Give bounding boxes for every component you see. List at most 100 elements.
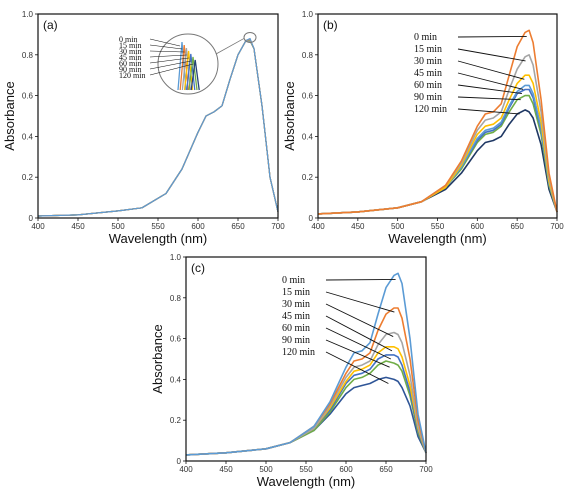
y-axis-title: Absorbance (282, 81, 297, 150)
y-tick-label: 0.2 (170, 416, 182, 425)
legend-label: 15 min (414, 44, 442, 55)
legend-label: 0 min (414, 32, 437, 43)
x-tick-label: 550 (151, 222, 165, 231)
legend-label: 90 min (414, 92, 442, 103)
y-tick-label: 0 (177, 457, 182, 466)
series-line-6 (185, 376, 427, 456)
x-tick-label: 600 (471, 222, 485, 231)
legend-label: 60 min (414, 80, 442, 91)
legend-leader (325, 315, 393, 352)
y-tick-label: 0.6 (170, 335, 182, 344)
legend-leader (457, 84, 523, 95)
legend-label: 120 min (414, 104, 447, 115)
chart-panel-a: 400 450 500 550 600 650 700 0 0.2 0.4 0.6 0.8 1.0 Wav… (2, 10, 285, 246)
x-axis-title: Wavelength (nm) (388, 231, 487, 246)
zoom-peak-6 (190, 59, 200, 91)
zoom-peak-5 (188, 56, 198, 91)
y-tick-label: 1.0 (170, 253, 182, 262)
legend-leader (457, 60, 525, 80)
y-axis-title: Absorbance (150, 324, 165, 393)
x-axis-title: Wavelength (nm) (257, 474, 356, 489)
legend-leader (457, 108, 520, 115)
legend-leader (325, 278, 396, 281)
x-tick-label: 400 (31, 222, 45, 231)
y-tick-label: 0 (309, 214, 314, 223)
chart-panel-b: 400 450 500 550 600 650 700 0 0.2 0.4 0.6 0.8 1.0 Wav… (282, 10, 564, 246)
zoom-connector (215, 38, 245, 55)
y-tick-label: 0.8 (170, 294, 182, 303)
x-tick-label: 500 (111, 222, 125, 231)
x-tick-label: 400 (311, 222, 325, 231)
legend-label: 15 min (119, 41, 141, 50)
panel-label: (b) (323, 18, 338, 32)
chart-panel-c: 400 450 500 550 600 650 700 0 0.2 0.4 0.6 0.8 1.0 Wav… (150, 253, 433, 489)
zoom-peak-3 (183, 50, 194, 91)
zoom-peak-4 (186, 53, 196, 91)
series-line-5 (185, 360, 427, 456)
legend-label: 45 min (282, 311, 310, 322)
y-tick-label: 0 (29, 214, 34, 223)
legend-label: 0 min (119, 35, 137, 44)
legend-label: 30 min (282, 299, 310, 310)
legend-leader (325, 303, 394, 337)
y-tick-label: 0.2 (22, 173, 34, 182)
y-tick-label: 0.8 (302, 51, 314, 60)
legend-label: 30 min (414, 56, 442, 67)
x-axis-title: Wavelength (nm) (109, 231, 208, 246)
legend-leader (149, 54, 187, 58)
zoom-peak-0 (177, 41, 187, 91)
legend-leader (325, 291, 395, 313)
series-line-4 (185, 354, 427, 456)
x-tick-label: 550 (431, 222, 445, 231)
legend-label: 15 min (282, 287, 310, 298)
legend-leader (457, 96, 521, 101)
y-tick-label: 0.6 (302, 92, 314, 101)
x-tick-label: 700 (419, 465, 433, 474)
y-tick-label: 0.8 (22, 51, 34, 60)
legend-label: 0 min (282, 275, 305, 286)
x-tick-label: 550 (299, 465, 313, 474)
zoom-peak-2 (181, 47, 192, 91)
y-tick-label: 0.2 (302, 173, 314, 182)
y-tick-label: 0.4 (302, 132, 314, 141)
x-tick-label: 450 (351, 222, 365, 231)
legend-leader (457, 48, 526, 62)
panel-label: (a) (43, 18, 58, 32)
x-tick-label: 650 (379, 465, 393, 474)
legend-label: 120 min (282, 347, 315, 358)
legend-label: 120 min (119, 71, 145, 80)
legend-leader (457, 35, 527, 38)
y-tick-label: 0.6 (22, 92, 34, 101)
series-line-0 (37, 37, 279, 217)
series-line-0 (317, 29, 558, 215)
x-tick-label: 600 (339, 465, 353, 474)
legend-label: 60 min (119, 59, 141, 68)
legend-leader (149, 60, 192, 70)
legend-label: 45 min (414, 68, 442, 79)
legend-leader (149, 38, 181, 47)
x-tick-label: 650 (510, 222, 524, 231)
legend-label: 30 min (119, 47, 141, 56)
legend-label: 90 min (282, 335, 310, 346)
legend-leader (149, 57, 189, 64)
legend-leader (325, 339, 390, 368)
plot-frame (37, 13, 279, 219)
x-tick-label: 700 (271, 222, 285, 231)
series-line-3 (185, 346, 427, 456)
y-axis-title: Absorbance (2, 81, 17, 150)
x-tick-label: 700 (550, 222, 564, 231)
y-tick-label: 1.0 (302, 10, 314, 19)
y-tick-label: 0.4 (170, 375, 182, 384)
legend-leader (325, 351, 389, 384)
legend-leader (149, 50, 185, 53)
legend-leader (149, 44, 183, 50)
zoom-peak-1 (179, 44, 189, 91)
series-line-6 (317, 109, 558, 215)
legend-label: 60 min (282, 323, 310, 334)
legend-label: 45 min (119, 53, 141, 62)
panel-label: (c) (191, 261, 205, 275)
x-tick-label: 500 (259, 465, 273, 474)
y-tick-label: 1.0 (22, 10, 34, 19)
x-tick-label: 450 (219, 465, 233, 474)
